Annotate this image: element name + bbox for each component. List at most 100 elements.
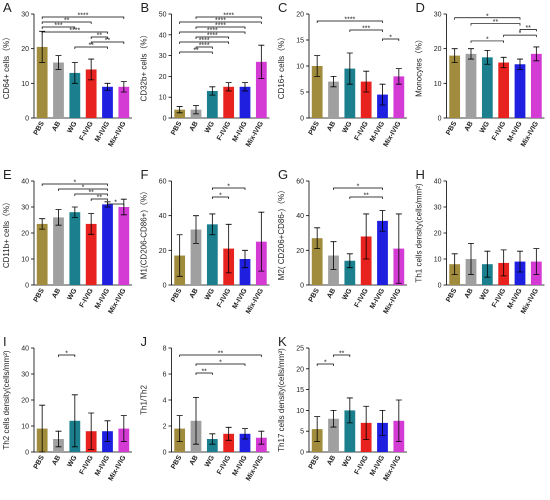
y-tick-label: 30 [21, 12, 29, 19]
significance-bracket [41, 16, 125, 19]
error-bar [209, 213, 216, 236]
significance-label: * [486, 36, 489, 43]
y-tick-label: 40 [21, 179, 29, 186]
y-tick-label: 8 [163, 346, 167, 353]
x-tick-label: PBS [170, 120, 183, 136]
significance-label: * [227, 184, 230, 191]
error-bar [104, 82, 111, 91]
x-tick-label: AB [51, 121, 62, 133]
bar [223, 433, 235, 452]
error-bar [71, 206, 78, 218]
x-tick-label: AB [189, 455, 200, 467]
x-tick-label: M-IVIG [94, 120, 111, 143]
error-bar [225, 426, 232, 441]
y-axis-label: M1(CD206-CD86+)（%） [140, 187, 149, 279]
y-tick-label: 40 [159, 213, 167, 220]
y-axis-label: M2( CD206+CD86-)（%） [277, 186, 286, 280]
significance-bracket [90, 36, 108, 39]
bar [328, 81, 339, 118]
panel-label: B [141, 0, 150, 15]
x-tick-label: PBS [445, 120, 458, 136]
x-tick-label: F-IVIG [354, 454, 371, 476]
error-bar [242, 428, 248, 440]
y-tick-label: 20 [21, 231, 29, 238]
significance-label: **** [223, 13, 234, 20]
significance-bracket [179, 51, 213, 54]
y-tick-label: 0 [163, 116, 167, 123]
error-bar [379, 410, 386, 436]
bar [344, 410, 356, 452]
bar [36, 223, 48, 285]
error-bar [314, 416, 321, 442]
y-tick-label: 30 [21, 205, 29, 212]
significance-bracket [519, 29, 537, 32]
error-bar [330, 241, 337, 270]
error-bar [395, 399, 402, 442]
x-tick-label: M-IVIG [507, 120, 524, 143]
x-tick-label: M-IVIG [94, 454, 111, 477]
error-bar [346, 397, 353, 424]
bar [449, 55, 461, 118]
significance-bracket [349, 29, 383, 32]
significance-label: ** [97, 33, 103, 40]
panel: G M2( CD206+CD86-)（%） 0 20 40 60 PBS AB WG F-IVIG… [277, 167, 407, 315]
y-tick-label: 10 [159, 95, 167, 102]
panel-label: F [141, 167, 149, 182]
significance-bracket [195, 363, 246, 366]
error-bar [517, 58, 523, 70]
error-bar [55, 55, 62, 70]
error-bar [193, 105, 199, 115]
bar [239, 433, 251, 452]
error-bar [451, 253, 458, 275]
error-bar [258, 211, 265, 272]
significance-label: * [219, 193, 222, 200]
x-tick-label: M-IVIG [369, 454, 386, 477]
panel-label: I [3, 334, 7, 349]
significance-bracket [41, 31, 108, 34]
bar [328, 418, 339, 452]
y-tick-label: 0 [163, 450, 167, 457]
significance-label: ** [525, 25, 531, 32]
y-axis-label: Th1 cells density(cells/mm²) [415, 183, 424, 282]
bar [36, 46, 48, 118]
significance-bracket [179, 354, 262, 357]
y-tick-label: 4 [163, 398, 167, 405]
significance-bracket [58, 354, 76, 357]
error-bar [55, 430, 62, 448]
y-tick-label: 15 [296, 387, 304, 394]
significance-bracket [179, 31, 246, 34]
error-bar [484, 50, 491, 65]
panel-label: G [278, 167, 288, 182]
significance-bracket [316, 363, 334, 366]
y-tick-label: 30 [434, 12, 442, 19]
bar [102, 86, 113, 118]
error-bar [104, 420, 111, 442]
y-axis-label: CD64+ cells（%） [2, 33, 11, 99]
significance-bracket [195, 16, 262, 19]
x-tick-label: M-IVIG [369, 120, 386, 143]
error-bar [193, 397, 199, 445]
significance-label: ** [105, 38, 111, 45]
error-bar [71, 62, 78, 84]
error-bar [225, 82, 232, 92]
x-tick-label: PBS [308, 454, 321, 470]
significance-label: **** [344, 17, 355, 24]
y-axis-label: Th2 cells density(cells/mm²) [2, 350, 11, 449]
y-axis-label: Monocytes（%） [415, 35, 424, 97]
x-tick-label: F-IVIG [79, 287, 96, 309]
x-tick-label: WG [479, 120, 491, 134]
error-bar [500, 249, 507, 277]
y-tick-label: 0 [25, 283, 29, 290]
significance-bracket [58, 188, 108, 191]
significance-bracket [382, 38, 400, 41]
significance-label: * [73, 180, 76, 187]
x-tick-label: M-IVIG [507, 287, 524, 310]
bar [69, 212, 81, 285]
significance-label: * [324, 360, 327, 367]
bar [377, 94, 388, 118]
y-tick-label: 20 [296, 12, 304, 19]
